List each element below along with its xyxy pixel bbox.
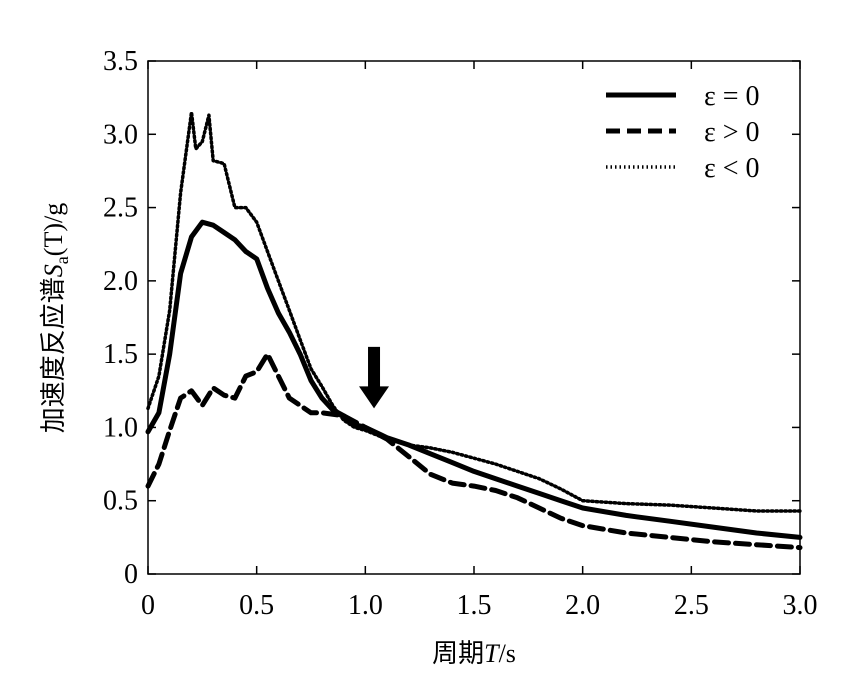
x-tick-label: 0 <box>141 590 155 621</box>
plot-frame <box>147 60 801 575</box>
y-tick-label: 2.5 <box>103 193 138 224</box>
legend: ε = 0 ε > 0 ε < 0 <box>606 81 760 184</box>
x-tick-label: 3.0 <box>783 590 818 621</box>
legend-label-1: ε > 0 <box>704 117 760 148</box>
y-ticks: 0 0.5 1.0 1.5 2.0 2.5 3.0 3.5 <box>103 46 800 590</box>
series-line-2 <box>146 110 802 513</box>
x-tick-label: 2.5 <box>674 590 709 621</box>
y-tick-label: 3.5 <box>103 46 138 77</box>
y-tick-label: 2.0 <box>103 266 138 297</box>
x-tick-label: 0.5 <box>239 590 274 621</box>
legend-label-2: ε < 0 <box>704 153 760 184</box>
x-tick-label: 1.5 <box>457 590 492 621</box>
annotation-arrow <box>359 346 390 409</box>
y-tick-label: 0.5 <box>103 486 138 517</box>
y-tick-label: 1.5 <box>103 339 138 370</box>
x-ticks: 0 0.5 1.0 1.5 2.0 2.5 3.0 <box>141 61 818 621</box>
x-tick-label: 2.0 <box>565 590 600 621</box>
y-axis-label: 加速度反应谱Sa(T)/g <box>39 203 72 433</box>
series-line-1 <box>145 351 803 551</box>
y-tick-label: 3.0 <box>103 119 138 150</box>
y-tick-label: 1.0 <box>103 412 138 443</box>
legend-label-0: ε = 0 <box>704 81 760 112</box>
x-axis-label: 周期T/s <box>432 639 516 668</box>
series-layer <box>145 110 803 551</box>
y-tick-label: 0 <box>124 559 138 590</box>
x-tick-label: 1.0 <box>348 590 383 621</box>
